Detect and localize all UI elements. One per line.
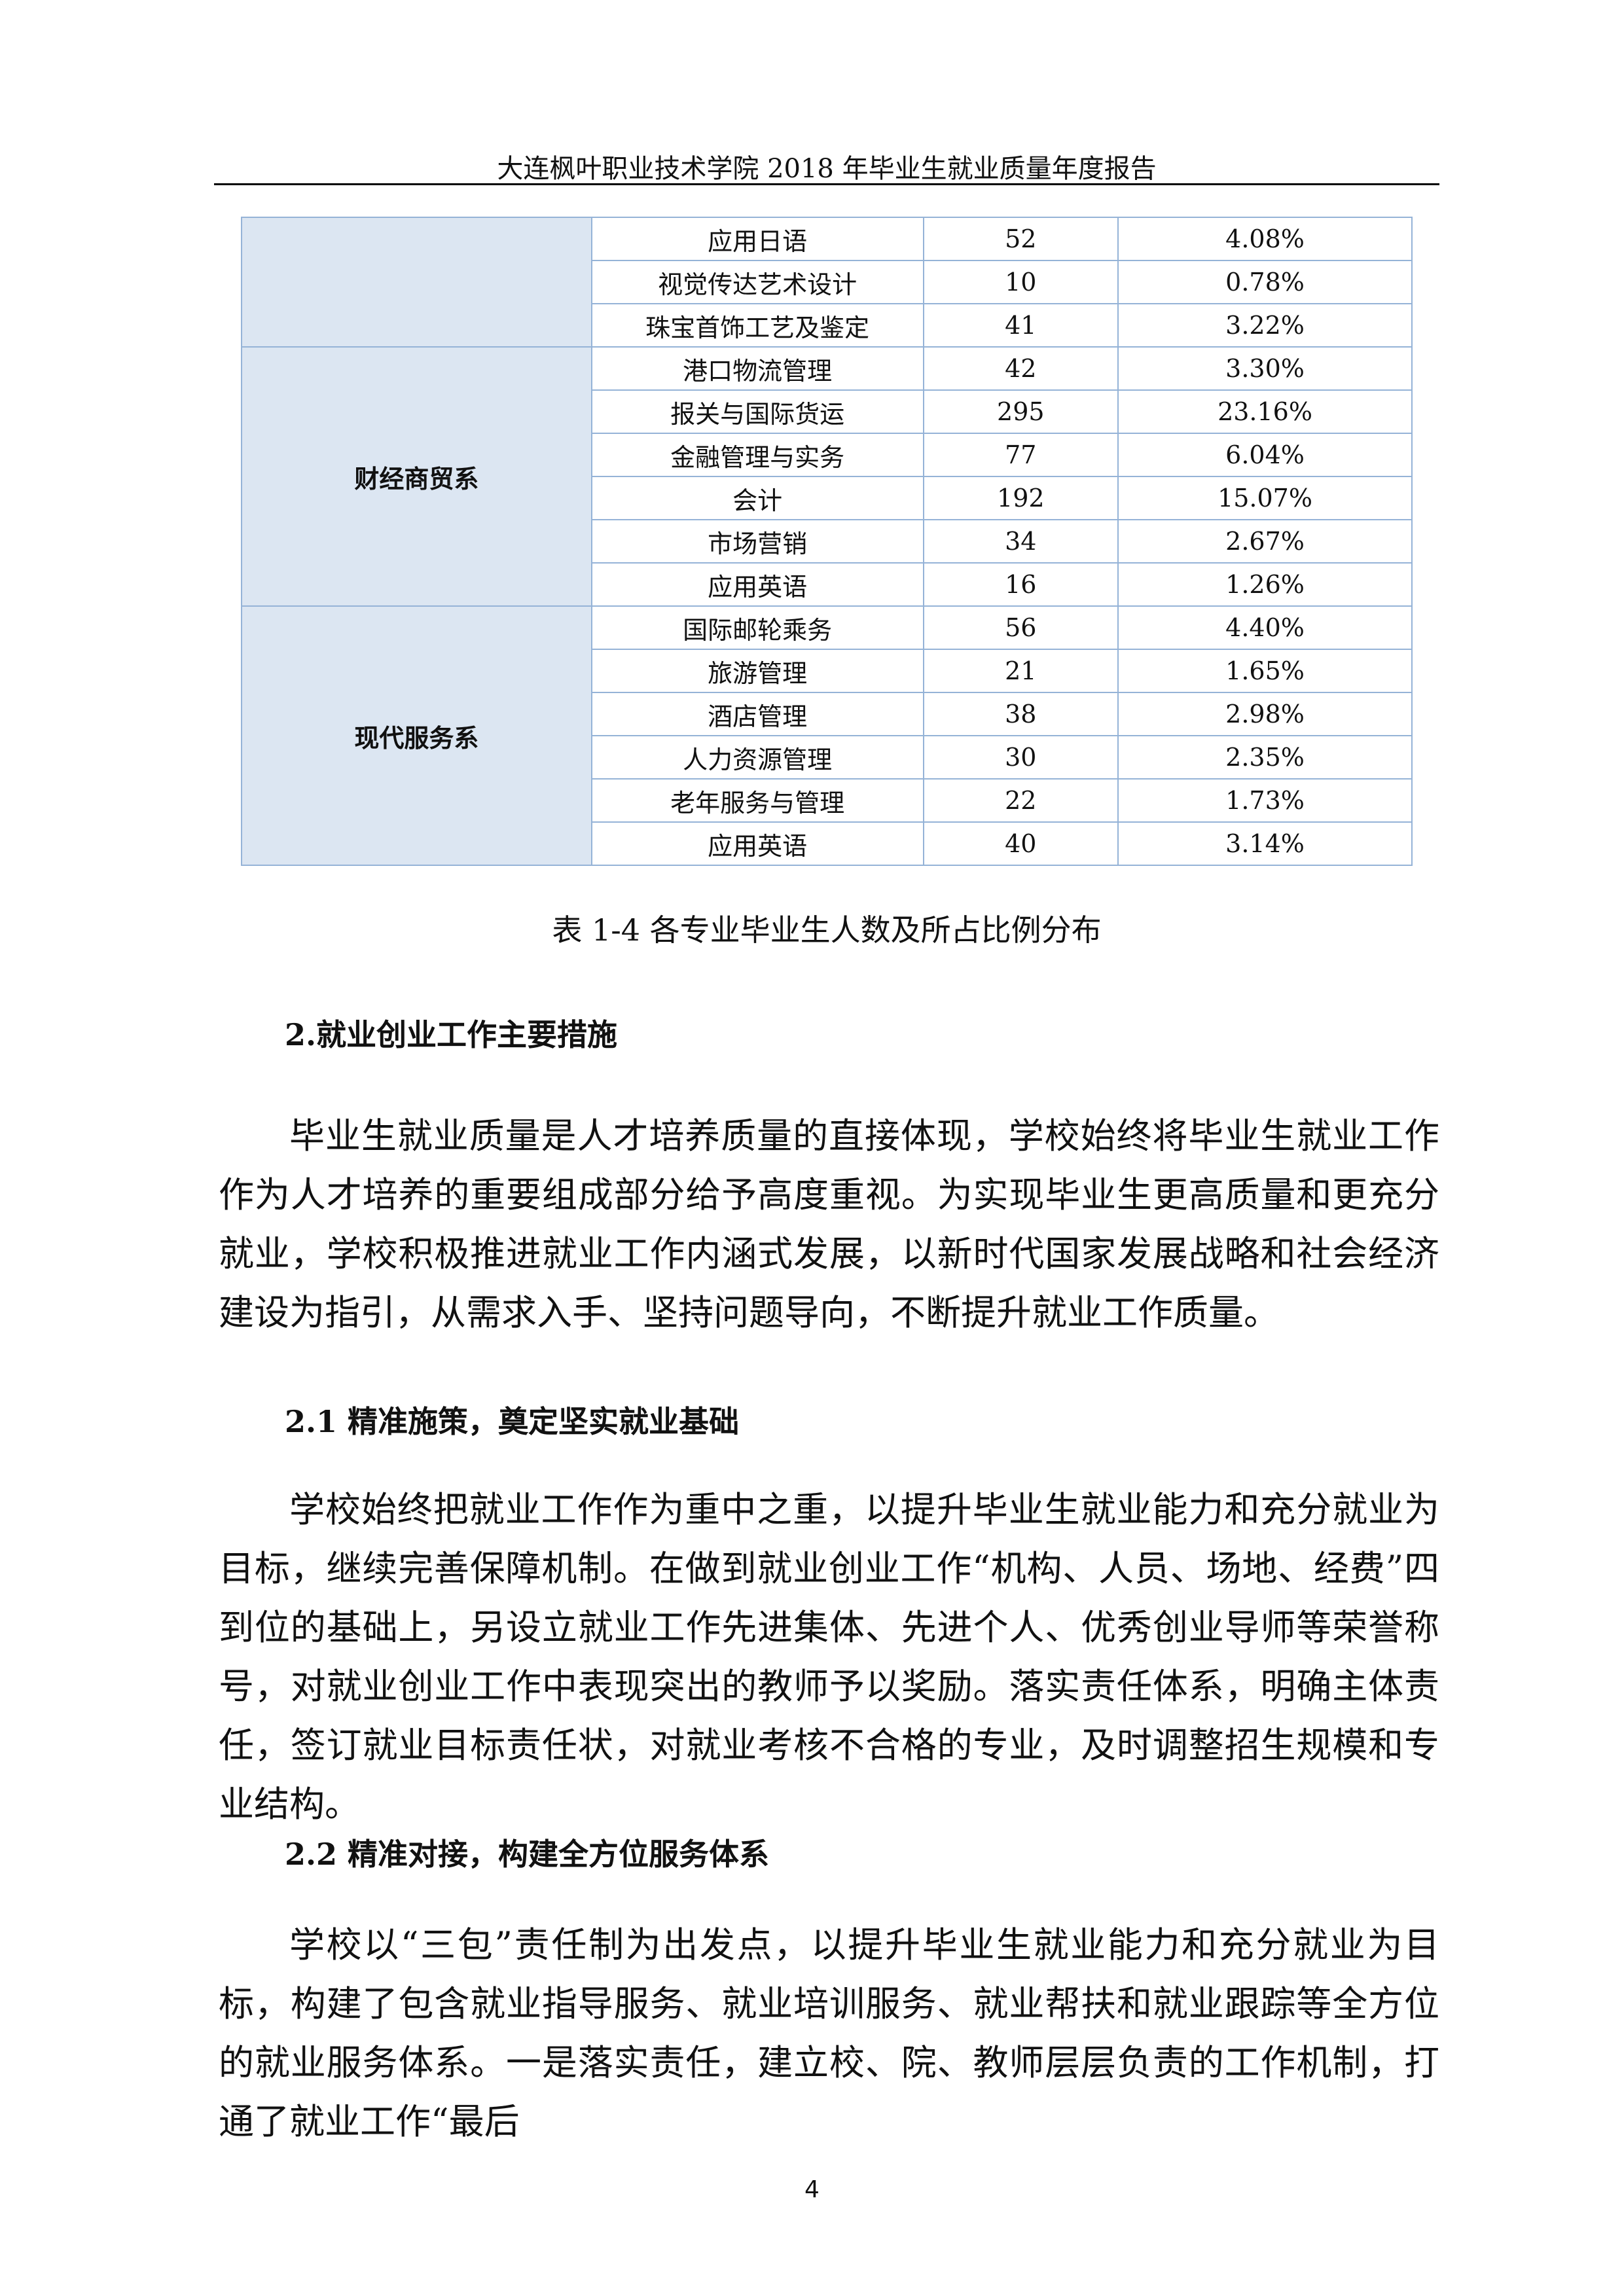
table-row: 珠宝首饰工艺及鉴定 41 3.22% — [242, 303, 1413, 348]
table-cell: 56 — [922, 605, 1119, 650]
table-cell: 人力资源管理 — [590, 735, 924, 780]
section-heading: 2.就业创业工作主要措施 — [285, 1017, 618, 1052]
department-cell — [241, 217, 592, 348]
table-cell: 295 — [922, 389, 1119, 434]
table-cell: 34 — [922, 519, 1119, 564]
table-cell: 192 — [922, 476, 1119, 520]
table-cell: 3.14% — [1117, 821, 1413, 866]
table-cell: 4.40% — [1117, 605, 1413, 650]
table-cell: 23.16% — [1117, 389, 1413, 434]
table-cell: 旅游管理 — [590, 649, 924, 693]
table-row: 市场营销 34 2.67% — [242, 519, 1413, 564]
table-cell: 22 — [922, 778, 1119, 823]
table-cell: 1.65% — [1117, 649, 1413, 693]
table-cell: 52 — [922, 217, 1119, 261]
table-cell: 4.08% — [1117, 217, 1413, 261]
table-caption: 表 1-4 各专业毕业生人数及所占比例分布 — [552, 912, 1102, 948]
table-cell: 42 — [922, 346, 1119, 391]
table-cell: 38 — [922, 692, 1119, 736]
table-cell: 应用英语 — [590, 562, 924, 607]
paragraph: 学校以“三包”责任制为出发点，以提升毕业生就业能力和充分就业为目标，构建了包含就… — [219, 1924, 1439, 2142]
table-row: 老年服务与管理 22 1.73% — [242, 778, 1413, 823]
table-cell: 2.35% — [1117, 735, 1413, 780]
table-cell: 10 — [922, 260, 1119, 304]
paragraph: 毕业生就业质量是人才培养质量的直接体现，学校始终将毕业生就业工作作为人才培养的重… — [219, 1115, 1439, 1333]
paragraph: 学校始终把就业工作作为重中之重，以提升毕业生就业能力和充分就业为目标，继续完善保… — [219, 1489, 1439, 1825]
table-row: 会计 192 15.07% — [242, 476, 1413, 520]
table-cell: 2.67% — [1117, 519, 1413, 564]
header-title: 大连枫叶职业技术学院 2018 年毕业生就业质量年度报告 — [497, 154, 1157, 184]
table-cell: 老年服务与管理 — [590, 778, 924, 823]
table-cell: 金融管理与实务 — [590, 433, 924, 477]
table-row: 视觉传达艺术设计 10 0.78% — [242, 260, 1413, 304]
table-cell: 港口物流管理 — [590, 346, 924, 391]
table-cell: 报关与国际货运 — [590, 389, 924, 434]
table-cell: 3.30% — [1117, 346, 1413, 391]
table-cell: 国际邮轮乘务 — [590, 605, 924, 650]
table-cell: 40 — [922, 821, 1119, 866]
table-cell: 1.73% — [1117, 778, 1413, 823]
table-row: 金融管理与实务 77 6.04% — [242, 433, 1413, 477]
table-cell: 珠宝首饰工艺及鉴定 — [590, 303, 924, 348]
table-row: 应用日语 52 4.08% — [241, 217, 1413, 348]
header-rule — [214, 183, 1439, 185]
table-cell: 应用日语 — [590, 217, 924, 261]
table-cell: 15.07% — [1117, 476, 1413, 520]
department-cell: 现代服务系 — [241, 605, 592, 866]
table-cell: 6.04% — [1117, 433, 1413, 477]
table-cell: 2.98% — [1117, 692, 1413, 736]
table-cell: 1.26% — [1117, 562, 1413, 607]
table-cell: 酒店管理 — [590, 692, 924, 736]
table-row: 报关与国际货运 295 23.16% — [242, 389, 1413, 434]
table-cell: 会计 — [590, 476, 924, 520]
table-cell: 21 — [922, 649, 1119, 693]
table-cell: 30 — [922, 735, 1119, 780]
section-heading: 2.1 精准施策，奠定坚实就业基础 — [285, 1404, 740, 1439]
table-cell: 3.22% — [1117, 303, 1413, 348]
table-cell: 16 — [922, 562, 1119, 607]
section-heading: 2.2 精准对接，构建全方位服务体系 — [285, 1837, 770, 1872]
table-row: 应用英语 16 1.26% — [242, 562, 1413, 607]
table-row: 旅游管理 21 1.65% — [242, 649, 1413, 693]
table-cell: 77 — [922, 433, 1119, 477]
table-row: 财经商贸系 港口物流管理 42 3.30% — [241, 346, 1413, 607]
table-row: 应用英语 40 3.14% — [242, 821, 1413, 866]
page-number: 4 — [804, 2176, 820, 2203]
table-row: 现代服务系 国际邮轮乘务 56 4.40% — [241, 605, 1413, 866]
table-row: 酒店管理 38 2.98% — [242, 692, 1413, 736]
department-cell: 财经商贸系 — [241, 346, 592, 607]
table-row: 人力资源管理 30 2.35% — [242, 735, 1413, 780]
table-cell: 应用英语 — [590, 821, 924, 866]
table-cell: 市场营销 — [590, 519, 924, 564]
table-cell: 视觉传达艺术设计 — [590, 260, 924, 304]
data-table: 应用日语 52 4.08% 视觉传达艺术设计 10 0.78% 珠宝首饰工艺及鉴定 41 3.2… — [241, 217, 1413, 866]
table-cell: 41 — [922, 303, 1119, 348]
table-cell: 0.78% — [1117, 260, 1413, 304]
